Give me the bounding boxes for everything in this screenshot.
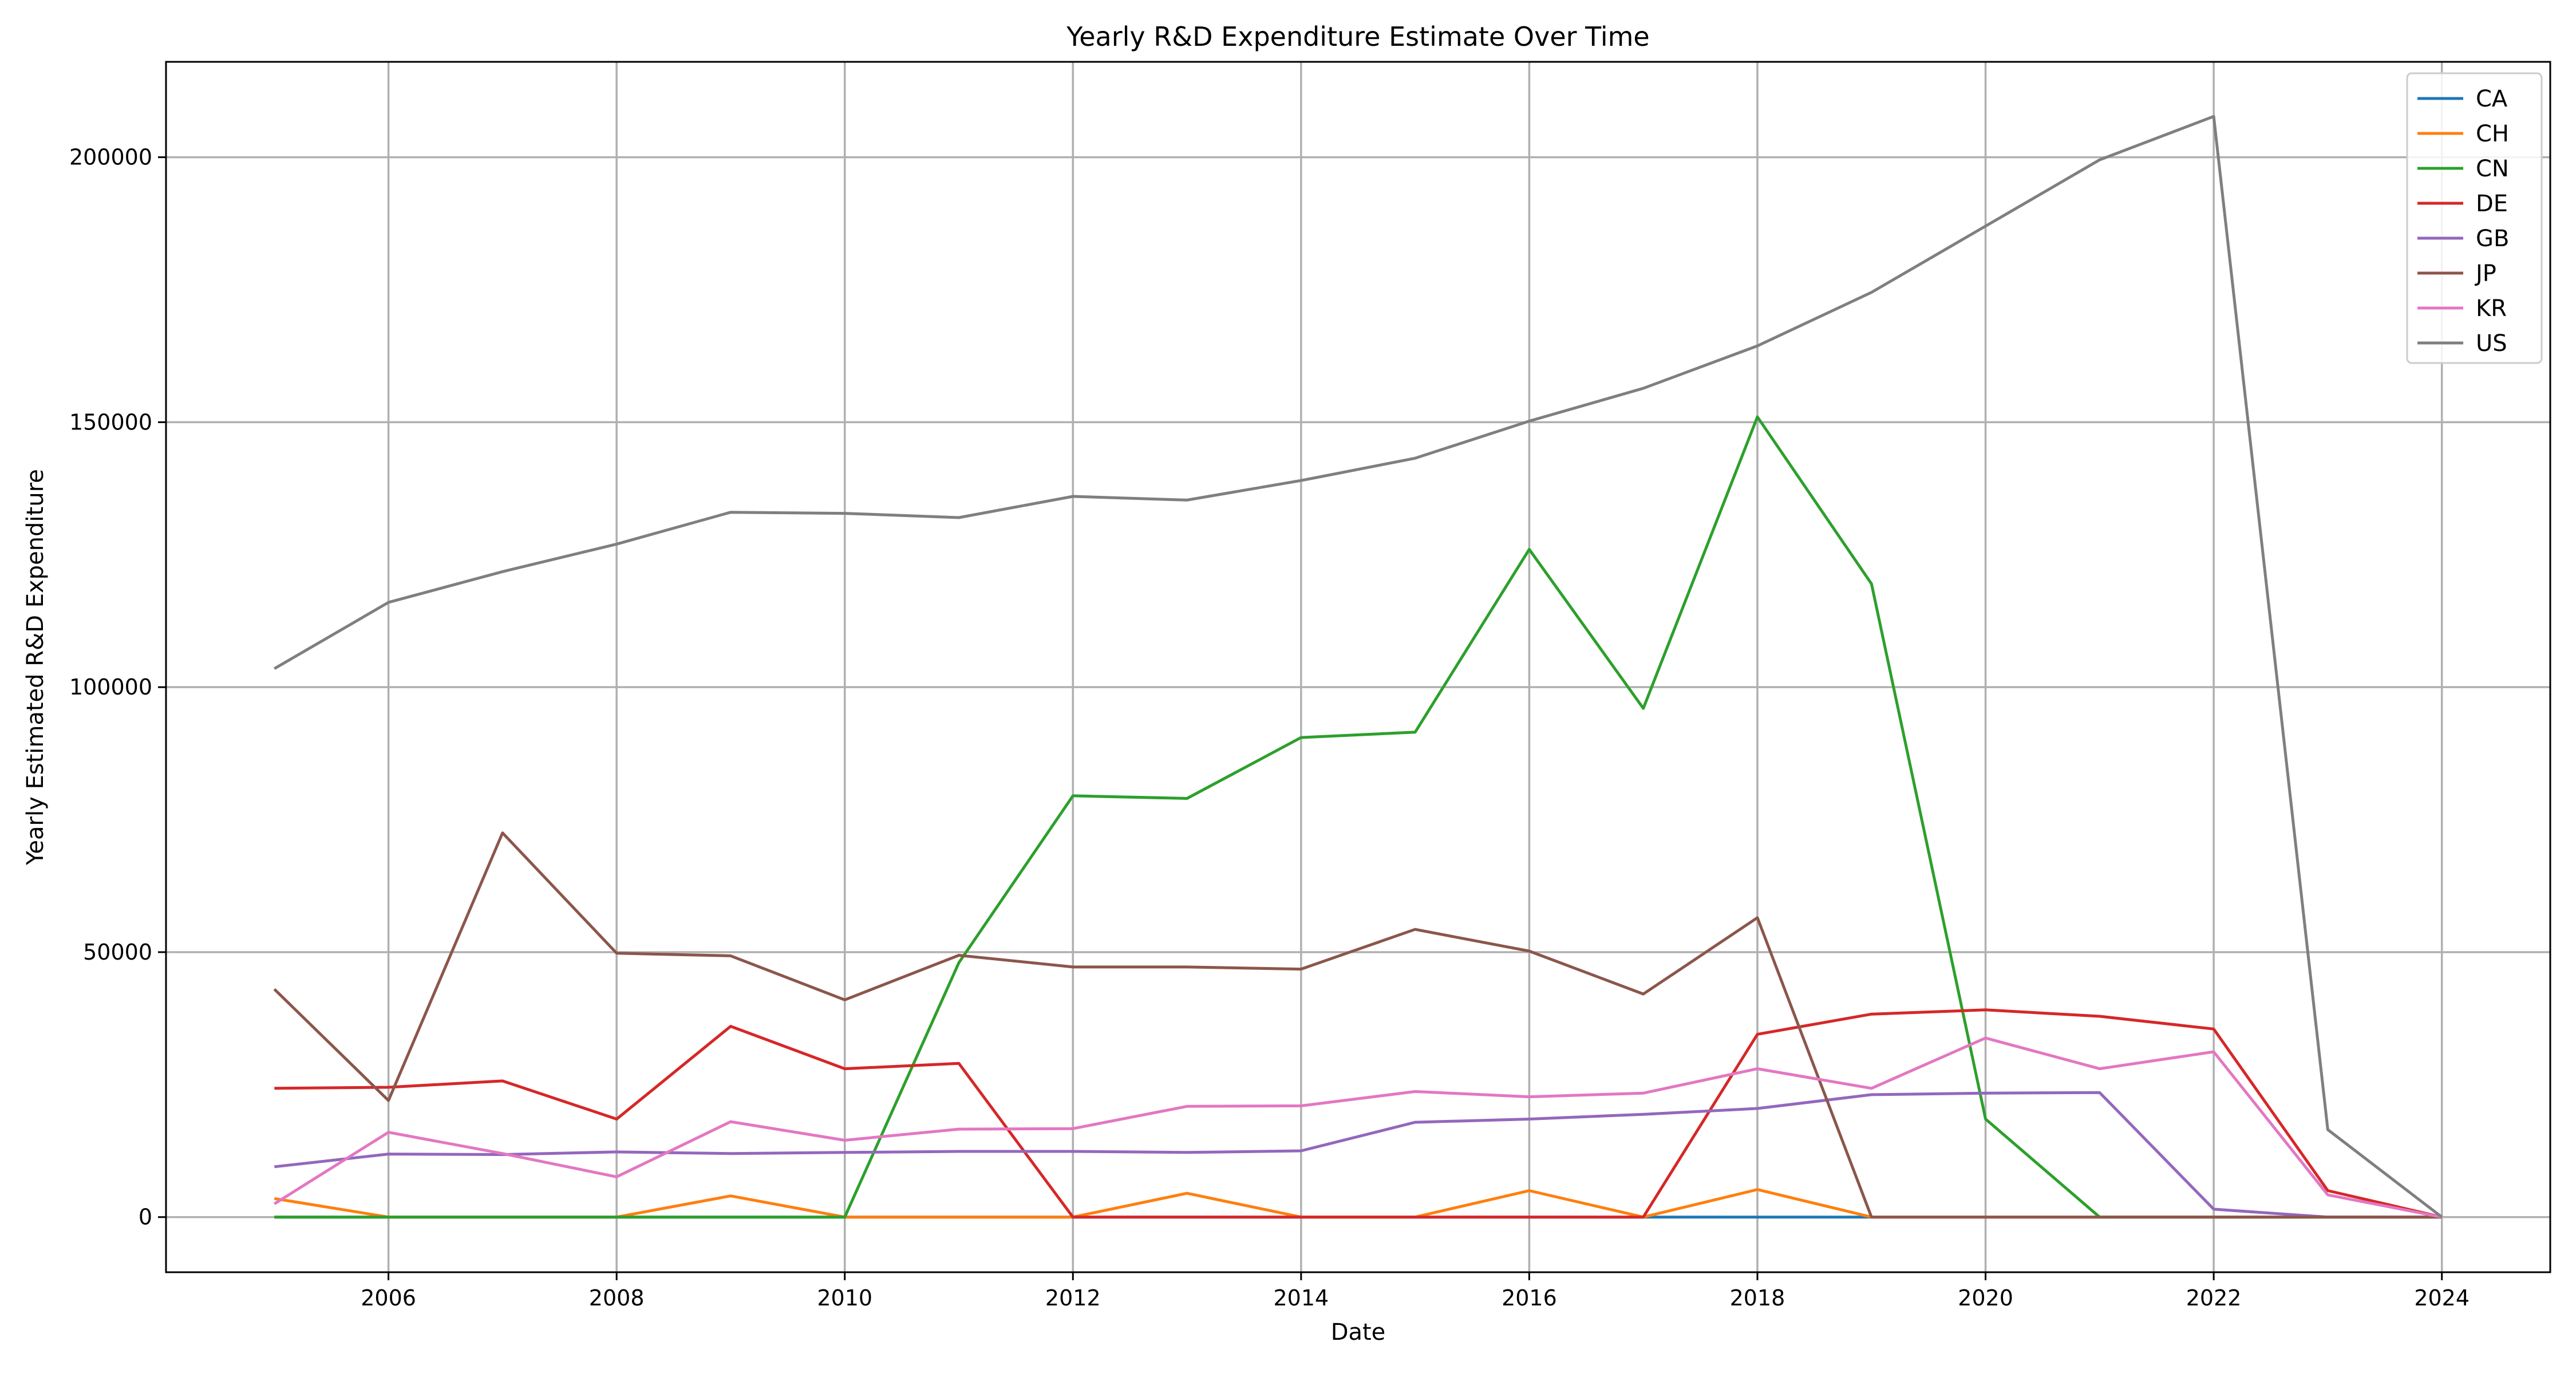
legend-label-de: DE [2476,191,2508,217]
series-line-de [274,1008,2443,1219]
x-tick-label: 2012 [1045,1285,1101,1311]
series-line-jp [273,831,2442,1219]
x-tick-label: 2018 [1730,1285,1785,1311]
legend-box [2406,72,2543,364]
x-tick-label: 2006 [361,1285,416,1311]
y-tick-label: 0 [139,1205,152,1230]
x-tick-label: 2008 [589,1285,645,1311]
series-line-gb [274,1091,2442,1219]
x-tick-label: 2010 [817,1285,872,1311]
tick-layer: 2006 2008 2010 2012 2014 2016 2018 2020 2022 2024… [69,145,2470,1311]
legend-label-us: US [2476,330,2507,357]
chart-title: Yearly R&D Expenditure Estimate Over Tim… [1066,21,1649,52]
x-tick-label: 2022 [2186,1285,2242,1311]
legend-label-cn: CN [2476,156,2509,182]
x-tick-label: 2020 [1958,1285,2013,1311]
legend-label-ca: CA [2476,86,2508,112]
y-axis-label: Yearly Estimated R&D Expenditure [22,469,49,865]
legend-label-gb: GB [2476,226,2509,252]
x-tick-label: 2024 [2414,1285,2470,1311]
y-tick-label: 200000 [69,145,152,170]
legend-label-kr: KR [2476,295,2507,322]
x-tick-label: 2016 [1502,1285,1557,1311]
series-layer [273,115,2443,1219]
y-tick-label: 150000 [69,409,152,435]
y-tick-label: 100000 [69,674,152,700]
x-tick-label: 2014 [1273,1285,1329,1311]
series-line-cn [274,415,2442,1219]
series-line-kr [273,1036,2443,1219]
axes-frame [165,61,2551,1273]
y-tick-label: 50000 [83,940,152,965]
legend: CA CH CN DE GB JP KR US [2406,72,2543,364]
x-axis-label: Date [1331,1319,1386,1346]
legend-label-ch: CH [2476,121,2509,147]
series-line-us [274,115,2443,1218]
legend-label-jp: JP [2474,261,2496,287]
